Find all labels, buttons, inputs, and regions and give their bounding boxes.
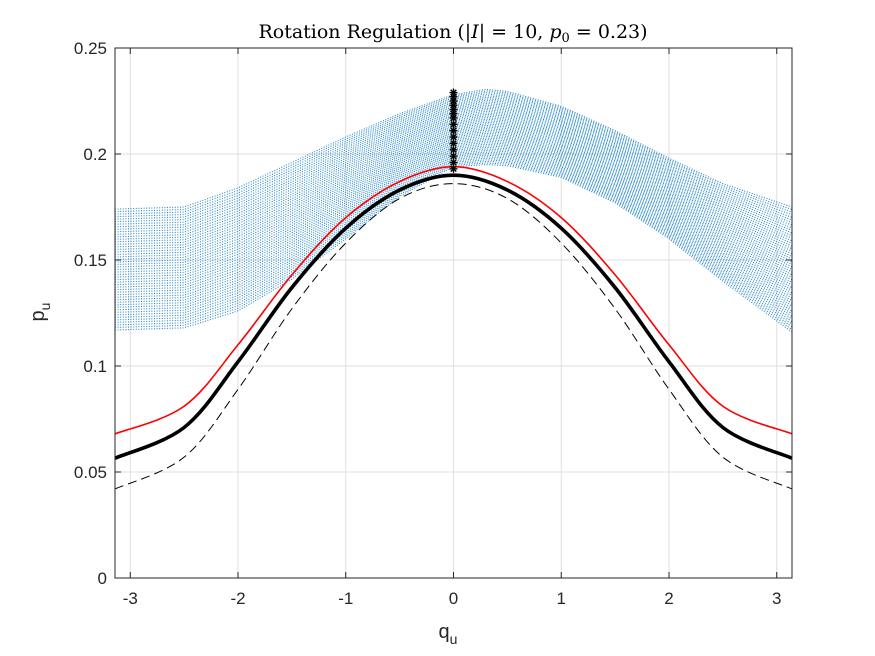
marker-stroke — [450, 146, 457, 154]
x-tick-label: 2 — [664, 589, 673, 608]
trajectory-band-line — [114, 151, 793, 312]
x-tick-label: -3 — [123, 589, 138, 608]
trajectory-band-line — [114, 154, 793, 317]
title-eq1: = 10, — [485, 21, 549, 43]
initial-condition-marker — [449, 88, 458, 97]
title-p-sub: 0 — [562, 31, 570, 46]
trajectory-band-line — [114, 120, 793, 261]
x-tick-label: 1 — [557, 589, 566, 608]
trajectory-band-line — [114, 131, 793, 278]
y-tick-label: 0 — [98, 569, 107, 588]
x-tick-label: 0 — [449, 589, 458, 608]
trajectory-band-line — [114, 132, 793, 281]
marker-stroke — [450, 89, 457, 96]
trajectory-band-line — [114, 113, 793, 250]
y-tick-label: 0.25 — [74, 39, 107, 58]
title-eq2: = 0.23) — [570, 21, 648, 43]
title-p-var: p — [549, 21, 561, 43]
marker-stroke — [450, 152, 457, 160]
marker-stroke — [450, 133, 457, 141]
marker-stroke — [450, 121, 457, 128]
title-prefix: Rotation Regulation ( — [258, 21, 464, 43]
trajectory-band-line — [114, 153, 793, 315]
x-ticks: -3 -2 -1 0 1 2 3 — [123, 48, 781, 608]
x-axis-label: qu — [439, 621, 458, 647]
trajectory-band-line — [114, 93, 793, 218]
trajectory-band-line — [114, 160, 793, 328]
trajectory-band-line — [114, 115, 793, 253]
trajectory-band-line — [114, 103, 793, 233]
trajectory-band-line — [114, 121, 793, 263]
trajectory-band-line — [114, 123, 793, 266]
title-abs-open: | — [465, 21, 471, 43]
x-axis-label-main: q — [439, 621, 450, 643]
x-tick-label: -2 — [230, 589, 245, 608]
trajectory-band-line — [114, 146, 793, 304]
x-tick-label: -1 — [338, 589, 353, 608]
trajectory-band-line — [114, 129, 793, 276]
y-tick-label: 0.05 — [74, 463, 107, 482]
trajectory-band-line — [114, 112, 793, 248]
marker-stroke — [450, 127, 457, 134]
trajectory-band-line — [114, 159, 793, 325]
y-axis-label: pu — [27, 303, 53, 322]
separatrix-line — [114, 173, 793, 460]
trajectory-band-line — [114, 124, 793, 268]
initial-condition-marker — [449, 133, 458, 142]
y-tick-label: 0.15 — [74, 251, 107, 270]
marker-stroke — [450, 140, 457, 147]
trajectory-band-line — [114, 139, 793, 291]
x-axis-label-sub: u — [450, 631, 458, 647]
y-ticks: 0 0.05 0.1 0.15 0.2 0.25 — [74, 39, 792, 588]
chart-title: Rotation Regulation (|I| = 10, p0 = 0.23… — [258, 21, 647, 46]
trajectory-band-line — [114, 143, 793, 299]
trajectory-band-line — [114, 104, 793, 235]
y-axis-label-sub: u — [37, 303, 53, 311]
x-tick-label: 3 — [772, 589, 781, 608]
title-abs-close: | — [479, 21, 485, 43]
trajectory-band-line — [114, 106, 793, 238]
initial-condition-markers — [449, 88, 458, 173]
trajectory-band-line — [114, 140, 793, 294]
y-tick-label: 0.1 — [83, 357, 107, 376]
y-axis-label-main: p — [27, 310, 49, 321]
initial-condition-marker — [449, 152, 458, 161]
marker-stroke — [450, 165, 457, 173]
y-tick-label: 0.2 — [83, 145, 107, 164]
trajectory-band-line — [114, 107, 793, 240]
title-abs-var: I — [470, 21, 479, 43]
trajectory-band-line — [114, 145, 793, 302]
marker-stroke — [450, 159, 457, 166]
trajectory-band-line — [114, 137, 793, 289]
